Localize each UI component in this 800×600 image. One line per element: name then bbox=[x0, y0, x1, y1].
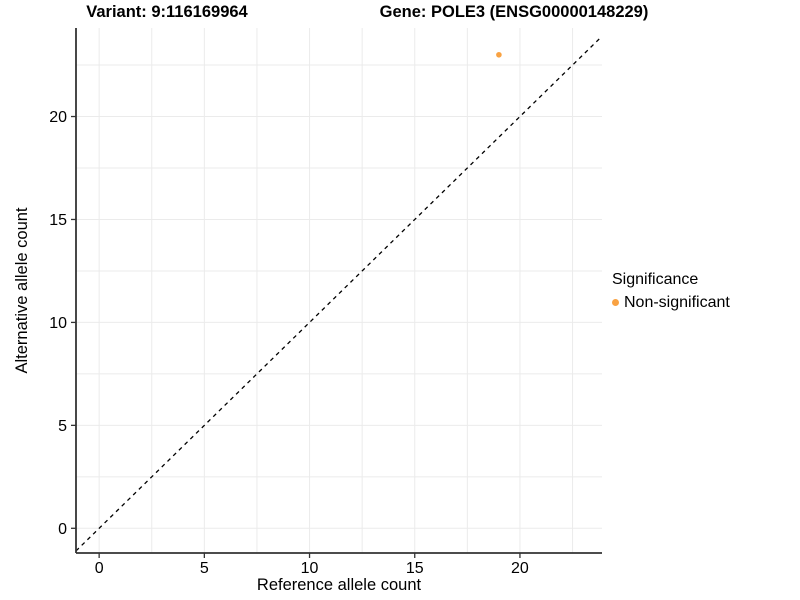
y-tick-label: 10 bbox=[49, 315, 67, 332]
y-tick-label: 5 bbox=[58, 418, 67, 435]
x-tick-label: 10 bbox=[301, 560, 319, 577]
x-tick-label: 15 bbox=[406, 560, 424, 577]
y-tick-label: 0 bbox=[58, 521, 67, 538]
data-point bbox=[496, 51, 502, 58]
x-tick-label: 0 bbox=[95, 560, 104, 577]
legend-item-label: Non-significant bbox=[624, 294, 730, 312]
x-tick-label: 5 bbox=[200, 560, 209, 577]
legend-point-icon bbox=[612, 299, 619, 307]
legend-item-non-significant: Non-significant bbox=[612, 293, 730, 312]
identity-line bbox=[75, 35, 603, 552]
variant-title: Variant: 9:116169964 bbox=[86, 3, 248, 21]
y-tick-label: 15 bbox=[49, 212, 67, 229]
gene-title: Gene: POLE3 (ENSG00000148229) bbox=[379, 3, 649, 21]
x-tick-label: 20 bbox=[511, 560, 529, 577]
legend: Significance Non-significant bbox=[612, 270, 730, 312]
legend-title: Significance bbox=[612, 271, 699, 288]
x-axis-title: Reference allele count bbox=[257, 576, 422, 594]
y-axis-title: Alternative allele count bbox=[13, 207, 31, 373]
y-tick-label: 20 bbox=[49, 109, 67, 126]
